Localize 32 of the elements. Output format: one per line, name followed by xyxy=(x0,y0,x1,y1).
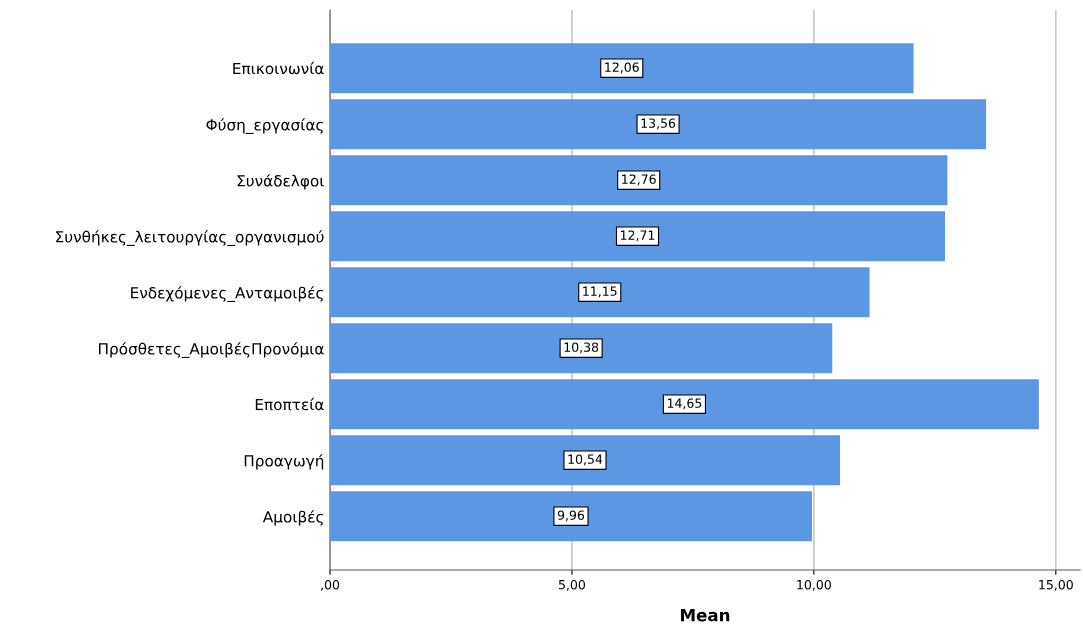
data-label: 13,56 xyxy=(641,118,676,130)
bar xyxy=(330,43,914,94)
y-tick-label: Πρόσθετες_ΑμοιβέςΠρονόμια xyxy=(99,342,324,358)
bar xyxy=(330,267,870,318)
x-axis-title: Mean xyxy=(681,609,730,622)
data-label: 12,06 xyxy=(605,62,639,74)
bar xyxy=(330,99,987,150)
x-tick-label: 10,00 xyxy=(797,579,831,591)
bar xyxy=(330,491,812,542)
x-tick-label: 15,00 xyxy=(1039,579,1073,591)
y-tick-label: Φύση_εργασίας xyxy=(206,118,323,134)
y-tick-label: Εποπτεία xyxy=(255,397,324,411)
y-tick-label: Ενδεχόμενες_Ανταμοιβές xyxy=(131,286,323,302)
y-tick-label: Συνάδελφοι xyxy=(237,174,324,190)
y-tick-label: Συνθήκες_λειτουργίας_οργανισμού xyxy=(56,230,324,246)
data-label: 12,76 xyxy=(622,174,656,186)
y-tick-label: Επικοινωνία xyxy=(233,61,324,75)
y-tick-label: Προαγωγή xyxy=(244,454,324,470)
bar xyxy=(330,435,840,486)
bar xyxy=(330,155,948,206)
x-tick-label: 5,00 xyxy=(558,579,586,591)
data-label: 12,71 xyxy=(620,230,655,242)
data-label: 14,65 xyxy=(667,398,702,410)
bar xyxy=(330,211,945,262)
y-tick-label: Αμοιβές xyxy=(262,510,323,526)
data-label: 10,38 xyxy=(564,342,599,354)
bar xyxy=(330,379,1039,430)
data-label: 11,15 xyxy=(583,286,617,298)
data-label: 9,96 xyxy=(557,510,585,522)
x-tick-label: ,00 xyxy=(321,579,340,591)
data-label: 10,54 xyxy=(568,454,603,466)
bar xyxy=(330,323,833,374)
